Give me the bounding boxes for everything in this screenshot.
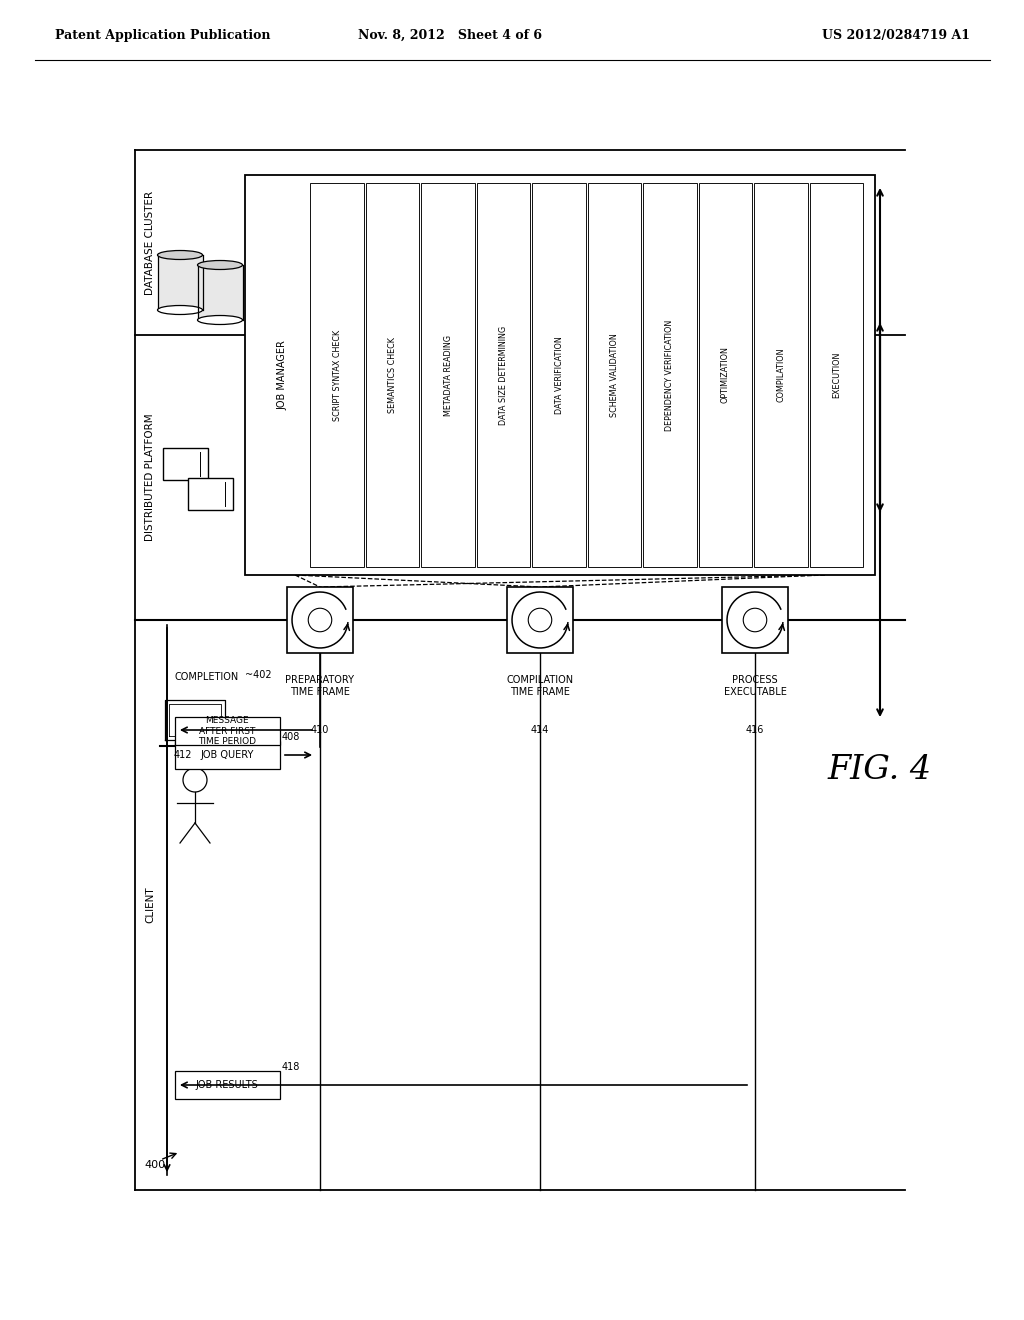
Ellipse shape [198,260,243,269]
FancyBboxPatch shape [366,183,420,568]
Ellipse shape [198,315,243,325]
Text: EXECUTION: EXECUTION [831,352,841,399]
Text: 410: 410 [311,725,329,735]
Text: SCRIPT SYNTAX CHECK: SCRIPT SYNTAX CHECK [333,330,342,421]
Ellipse shape [158,305,203,314]
FancyBboxPatch shape [175,717,280,744]
FancyBboxPatch shape [175,741,280,770]
FancyBboxPatch shape [287,587,353,653]
Text: 412: 412 [174,750,193,760]
Text: DATA SIZE DETERMINING: DATA SIZE DETERMINING [499,326,508,425]
Text: ~402: ~402 [245,671,271,680]
FancyBboxPatch shape [158,255,203,310]
Text: PREPARATORY
TIME FRAME: PREPARATORY TIME FRAME [286,675,354,697]
FancyBboxPatch shape [477,183,530,568]
Text: SEMANTICS CHECK: SEMANTICS CHECK [388,337,397,413]
FancyBboxPatch shape [421,183,475,568]
FancyBboxPatch shape [245,176,874,576]
FancyBboxPatch shape [754,183,808,568]
Text: ~404: ~404 [245,385,271,395]
FancyBboxPatch shape [643,183,696,568]
Text: SCHEMA VALIDATION: SCHEMA VALIDATION [610,333,618,417]
FancyBboxPatch shape [310,183,364,568]
Text: 416: 416 [745,725,764,735]
FancyBboxPatch shape [198,265,243,319]
Text: COMPILATION: COMPILATION [776,347,785,403]
Text: DATABASE CLUSTER: DATABASE CLUSTER [145,190,155,294]
FancyBboxPatch shape [163,447,208,480]
FancyBboxPatch shape [810,183,863,568]
Text: JOB QUERY: JOB QUERY [201,750,254,760]
FancyBboxPatch shape [507,587,573,653]
Text: 414: 414 [530,725,549,735]
Text: ~406: ~406 [245,201,271,210]
Text: JOB RESULTS: JOB RESULTS [196,1080,258,1090]
Text: FIG. 4: FIG. 4 [828,754,932,785]
FancyBboxPatch shape [588,183,641,568]
Text: COMPILATION
TIME FRAME: COMPILATION TIME FRAME [507,675,573,697]
Text: Patent Application Publication: Patent Application Publication [55,29,270,41]
Text: DISTRIBUTED PLATFORM: DISTRIBUTED PLATFORM [145,413,155,541]
FancyBboxPatch shape [175,1071,280,1100]
FancyBboxPatch shape [722,587,788,653]
Text: JOB MANAGER: JOB MANAGER [278,341,288,411]
Text: METADATA READING: METADATA READING [443,334,453,416]
Text: MESSAGE
AFTER FIRST
TIME PERIOD: MESSAGE AFTER FIRST TIME PERIOD [198,715,256,746]
Ellipse shape [158,251,203,260]
Text: OPTIMIZATION: OPTIMIZATION [721,347,730,404]
FancyBboxPatch shape [698,183,752,568]
FancyBboxPatch shape [187,478,232,510]
Text: DATA VERIFICATION: DATA VERIFICATION [555,337,563,414]
Text: COMPLETION: COMPLETION [175,672,240,682]
Text: Nov. 8, 2012   Sheet 4 of 6: Nov. 8, 2012 Sheet 4 of 6 [358,29,542,41]
Text: DEPENDENCY VERIFICATION: DEPENDENCY VERIFICATION [666,319,675,430]
Text: 418: 418 [282,1063,300,1072]
Text: 408: 408 [282,733,300,742]
Text: PROCESS
EXECUTABLE: PROCESS EXECUTABLE [724,675,786,697]
Text: CLIENT: CLIENT [145,887,155,923]
FancyBboxPatch shape [532,183,586,568]
Text: 400: 400 [144,1160,166,1170]
Text: US 2012/0284719 A1: US 2012/0284719 A1 [822,29,970,41]
